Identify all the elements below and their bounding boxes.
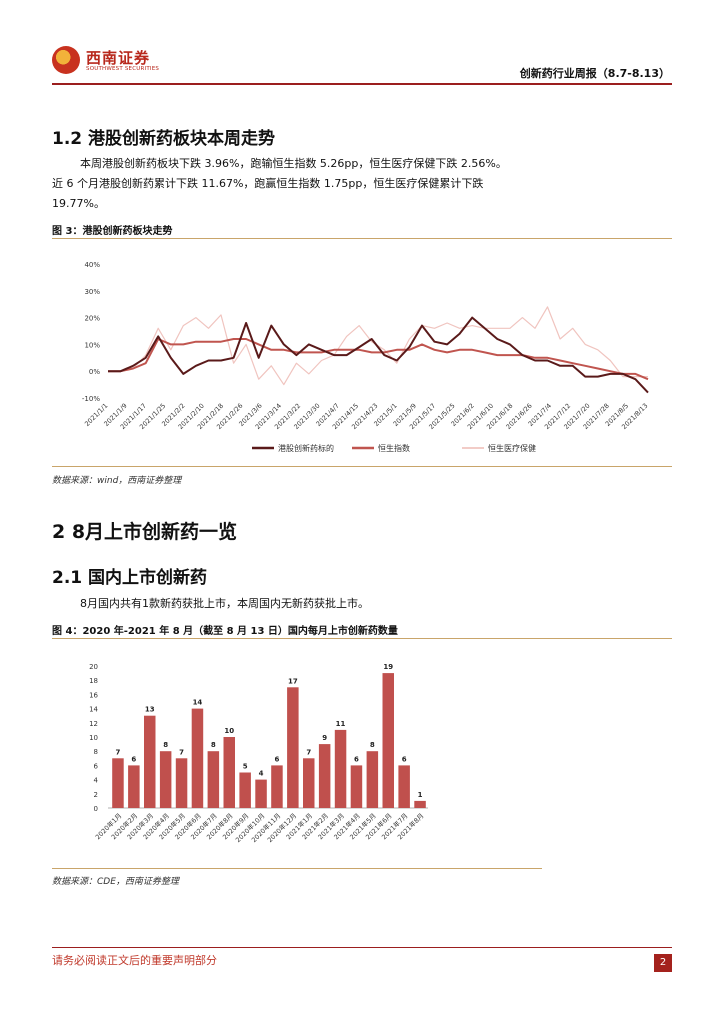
series-line-0 — [108, 316, 649, 394]
section-2-1-title: 2.1 国内上市创新药 — [52, 568, 208, 588]
section-1-2-title: 1.2 港股创新药板块本周走势 — [52, 129, 276, 149]
para-line-1: 本周港股创新药板块下跌 3.96%，跑输恒生指数 5.26pp，恒生医疗保健下跌… — [80, 157, 507, 170]
figure-4-bottom-rule — [52, 868, 542, 869]
legend-label-2: 恒生医疗保健 — [488, 443, 536, 453]
y-tick-label: 14 — [89, 706, 98, 714]
logo-cn-text: 西南证券 — [86, 49, 151, 67]
y-tick-label: 0 — [94, 805, 98, 813]
y-tick-label: -10% — [82, 395, 100, 403]
header-divider — [52, 83, 672, 85]
bar — [191, 708, 204, 808]
bar — [175, 758, 188, 808]
bar-value-label: 6 — [402, 755, 407, 763]
y-tick-label: 2 — [94, 791, 98, 799]
bar-value-label: 6 — [275, 755, 280, 763]
bar-value-label: 9 — [322, 734, 327, 742]
figure-4-caption: 图 4：2020 年-2021 年 8 月（截至 8 月 13 日）国内每月上市… — [52, 626, 398, 637]
y-tick-label: 30% — [84, 288, 100, 296]
footer-disclaimer: 请务必阅读正文后的重要声明部分 — [52, 954, 217, 967]
y-tick-label: 40% — [84, 261, 100, 269]
y-tick-label: 0% — [89, 368, 100, 376]
bar — [128, 765, 140, 808]
para-line-3: 19.77%。 — [52, 197, 105, 210]
bar — [239, 772, 251, 808]
bar-chart: 0246810121416182076138714810546177911681… — [89, 663, 428, 844]
bar-value-label: 6 — [131, 755, 136, 763]
footer-divider — [52, 947, 672, 948]
bar — [271, 765, 283, 808]
y-tick-label: 20 — [89, 663, 98, 671]
bar-value-label: 19 — [383, 663, 393, 671]
bar-value-label: 7 — [179, 748, 184, 756]
bar-value-label: 1 — [418, 791, 423, 799]
company-logo: 西南证券 SOUTHWEST SECURITIES — [52, 44, 162, 78]
figure-3-source: 数据来源：wind，西南证券整理 — [52, 476, 182, 486]
y-tick-label: 20% — [84, 315, 100, 323]
y-tick-label: 10% — [84, 341, 100, 349]
bar-value-label: 10 — [224, 727, 234, 735]
bar — [318, 744, 331, 808]
figure-3-top-rule — [52, 238, 672, 239]
y-tick-label: 18 — [89, 677, 98, 685]
bar-value-label: 14 — [193, 699, 203, 707]
figure-4-top-rule — [52, 638, 672, 639]
bar — [159, 751, 172, 808]
y-tick-label: 8 — [94, 748, 98, 756]
report-title: 创新药行业周报（8.7-8.13） — [519, 67, 670, 80]
bar — [303, 758, 315, 808]
bar — [255, 779, 267, 808]
bar-value-label: 6 — [354, 755, 359, 763]
bar — [112, 758, 124, 808]
logo-emblem-icon — [52, 46, 80, 74]
y-tick-label: 16 — [89, 691, 98, 699]
page-number: 2 — [654, 954, 672, 972]
bar — [350, 765, 363, 808]
figure-3-caption: 图 3：港股创新药板块走势 — [52, 226, 173, 237]
bar — [366, 751, 379, 808]
bar-value-label: 11 — [336, 720, 346, 728]
bar — [398, 765, 410, 808]
bar-value-label: 7 — [116, 748, 121, 756]
bar — [414, 800, 426, 808]
bar-value-label: 8 — [211, 741, 216, 749]
bar-value-label: 17 — [288, 677, 298, 685]
para-line-2: 近 6 个月港股创新药累计下跌 11.67%，跑赢恒生指数 1.75pp，恒生医… — [52, 177, 484, 190]
section-2-1-para: 8月国内共有1款新药获批上市，本周国内无新药获批上市。 — [80, 597, 369, 610]
y-tick-label: 10 — [89, 734, 98, 742]
section-2-title: 2 8月上市创新药一览 — [52, 521, 238, 543]
series-line-1 — [108, 338, 649, 381]
bar — [223, 737, 235, 808]
line-chart: 40%30%20%10%0%-10%2021/1/12021/1/92021/1… — [82, 261, 650, 453]
figure-4-source: 数据来源：CDE，西南证券整理 — [52, 877, 179, 887]
bar — [287, 687, 299, 808]
bar-value-label: 5 — [243, 763, 248, 771]
y-tick-label: 4 — [94, 777, 99, 785]
bar-value-label: 7 — [306, 748, 311, 756]
bar-value-label: 8 — [163, 741, 168, 749]
bar — [382, 673, 394, 808]
logo-en-text: SOUTHWEST SECURITIES — [86, 66, 160, 72]
bar — [334, 729, 347, 808]
bar-value-label: 13 — [145, 706, 155, 714]
y-tick-label: 6 — [94, 762, 99, 770]
legend-label-1: 恒生指数 — [378, 443, 410, 453]
bar — [144, 715, 156, 808]
bar-value-label: 4 — [259, 770, 264, 778]
bar — [207, 751, 220, 808]
bar-value-label: 8 — [370, 741, 375, 749]
legend-label-0: 港股创新药标的 — [278, 443, 334, 453]
figure-3-bottom-rule — [52, 466, 672, 467]
y-tick-label: 12 — [89, 720, 98, 728]
